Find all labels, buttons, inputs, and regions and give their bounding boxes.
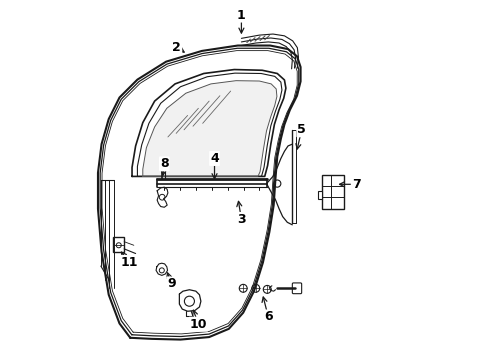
Text: 4: 4 xyxy=(210,152,219,165)
FancyBboxPatch shape xyxy=(293,283,302,294)
Circle shape xyxy=(239,284,247,292)
Polygon shape xyxy=(143,81,277,176)
Text: 8: 8 xyxy=(160,157,169,170)
Text: 11: 11 xyxy=(121,256,138,269)
Circle shape xyxy=(252,284,260,292)
Text: 2: 2 xyxy=(172,41,181,54)
Circle shape xyxy=(116,243,122,248)
Circle shape xyxy=(274,180,281,187)
FancyBboxPatch shape xyxy=(113,237,124,252)
Circle shape xyxy=(159,268,164,273)
FancyBboxPatch shape xyxy=(318,191,322,199)
FancyBboxPatch shape xyxy=(322,175,344,209)
Circle shape xyxy=(263,285,271,293)
Text: 3: 3 xyxy=(237,213,245,226)
Text: 5: 5 xyxy=(297,123,306,136)
Text: 6: 6 xyxy=(264,310,272,324)
Text: 9: 9 xyxy=(167,278,176,291)
Circle shape xyxy=(184,296,195,306)
Text: 7: 7 xyxy=(352,178,361,191)
Text: 10: 10 xyxy=(190,318,207,331)
Text: 1: 1 xyxy=(237,9,246,22)
Circle shape xyxy=(159,194,165,200)
